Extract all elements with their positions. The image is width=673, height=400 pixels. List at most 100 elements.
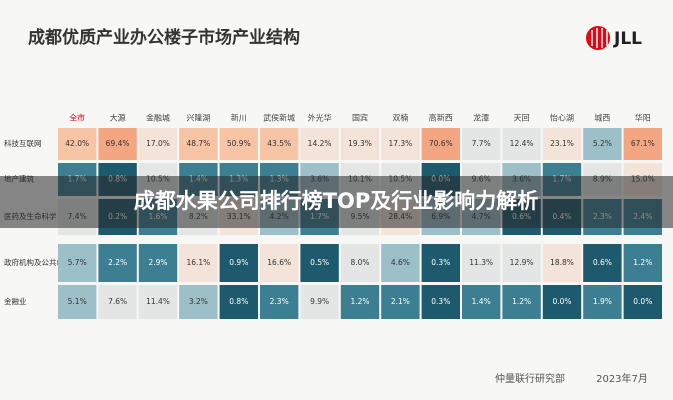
cell-value: 2.1% xyxy=(391,297,410,306)
cell-value: 7.6% xyxy=(108,297,127,306)
cell xyxy=(138,285,178,319)
cell xyxy=(138,128,178,160)
column-header: 城西 xyxy=(594,114,610,123)
cell xyxy=(623,128,662,160)
cell-value: 11.3% xyxy=(469,258,493,267)
column-header: 华阳 xyxy=(635,113,651,123)
column-header: 国宾 xyxy=(352,113,368,123)
cell xyxy=(421,244,460,282)
cell-value: 1.9% xyxy=(593,297,612,306)
cell-value: 9.9% xyxy=(310,297,329,306)
column-header: 新川 xyxy=(231,113,247,123)
column-header: 金融城 xyxy=(146,113,170,123)
column-header: 龙潭 xyxy=(473,113,489,123)
cell xyxy=(381,285,420,319)
column-header: 大源 xyxy=(110,113,126,123)
cell xyxy=(260,244,299,282)
cell-value: 70.6% xyxy=(429,139,453,148)
cell xyxy=(542,244,582,282)
cell-value: 8.0% xyxy=(350,258,369,267)
cell-value: 5.1% xyxy=(68,297,87,306)
cell xyxy=(340,244,380,282)
cell xyxy=(219,244,258,282)
cell xyxy=(583,285,622,319)
cell-value: 1.4% xyxy=(472,297,491,306)
cell-value: 16.1% xyxy=(186,258,210,267)
cell-value: 0.0% xyxy=(552,297,571,306)
cell xyxy=(179,285,218,319)
cell xyxy=(260,128,299,160)
cell xyxy=(58,128,97,160)
cell-value: 0.3% xyxy=(431,297,450,306)
cell-value: 5.2% xyxy=(593,139,612,148)
cell-value: 69.4% xyxy=(106,139,130,148)
cell xyxy=(421,128,460,160)
cell-value: 11.4% xyxy=(146,297,170,306)
cell-value: 1.2% xyxy=(633,258,652,267)
cell-value: 0.0% xyxy=(633,297,652,306)
cell xyxy=(98,244,137,282)
cell-value: 12.9% xyxy=(510,258,534,267)
cell-value: 12.4% xyxy=(510,139,534,148)
footer-source: 仲量联行研究部 xyxy=(495,372,565,385)
row-label: 政府机构及公共组织 xyxy=(4,257,72,267)
cell-value: 5.7% xyxy=(68,258,87,267)
cell-value: 50.9% xyxy=(227,139,251,148)
cell-value: 17.0% xyxy=(146,139,170,148)
cell-value: 14.2% xyxy=(308,139,332,148)
cell xyxy=(623,285,662,319)
cell xyxy=(340,285,380,319)
cell xyxy=(300,285,339,319)
cell xyxy=(98,285,137,319)
cell xyxy=(462,244,501,282)
cell xyxy=(381,244,420,282)
column-header: 天回 xyxy=(514,114,530,123)
cell-value: 18.8% xyxy=(550,258,574,267)
cell-value: 2.3% xyxy=(270,297,289,306)
cell-value: 42.0% xyxy=(65,139,89,148)
cell-value: 1.2% xyxy=(350,297,369,306)
cell xyxy=(542,285,582,319)
cell-value: 19.3% xyxy=(348,139,372,148)
cell xyxy=(381,128,420,160)
column-header: 双楠 xyxy=(392,113,408,123)
column-header: 外光华 xyxy=(308,113,332,123)
footer-date: 2023年7月 xyxy=(596,372,648,385)
cell-value: 0.6% xyxy=(593,258,612,267)
cell xyxy=(300,244,339,282)
cell xyxy=(260,285,299,319)
cell-value: 0.5% xyxy=(310,258,329,267)
cell-value: 48.7% xyxy=(186,139,210,148)
column-header: 武侯新城 xyxy=(263,113,295,123)
cell xyxy=(583,244,622,282)
column-header: 全市 xyxy=(69,113,85,123)
row-label: 科技互联网 xyxy=(4,138,42,148)
cell xyxy=(179,128,218,160)
cell xyxy=(421,285,460,319)
cell xyxy=(462,128,501,160)
column-header: 怡心湖 xyxy=(550,113,574,123)
cell-value: 0.8% xyxy=(229,297,248,306)
cell xyxy=(623,244,662,282)
cell xyxy=(340,128,380,160)
logo-text: JLL xyxy=(613,29,642,49)
cell xyxy=(502,128,541,160)
logo: JLL xyxy=(586,26,642,50)
cell xyxy=(502,244,541,282)
cell xyxy=(138,244,178,282)
cell xyxy=(179,244,218,282)
cell-value: 7.7% xyxy=(472,139,491,148)
column-header: 高新西 xyxy=(429,113,453,123)
cell xyxy=(462,285,501,319)
row-label: 金融业 xyxy=(4,296,27,306)
cell-value: 0.3% xyxy=(431,258,450,267)
overlay-banner xyxy=(0,176,673,228)
cell xyxy=(502,285,541,319)
cell-value: 4.6% xyxy=(391,258,410,267)
cell-value: 17.3% xyxy=(388,139,412,148)
cell-value: 67.1% xyxy=(631,139,655,148)
cell-value: 0.9% xyxy=(229,258,248,267)
cell xyxy=(98,128,137,160)
column-header: 兴隆湖 xyxy=(186,113,210,123)
